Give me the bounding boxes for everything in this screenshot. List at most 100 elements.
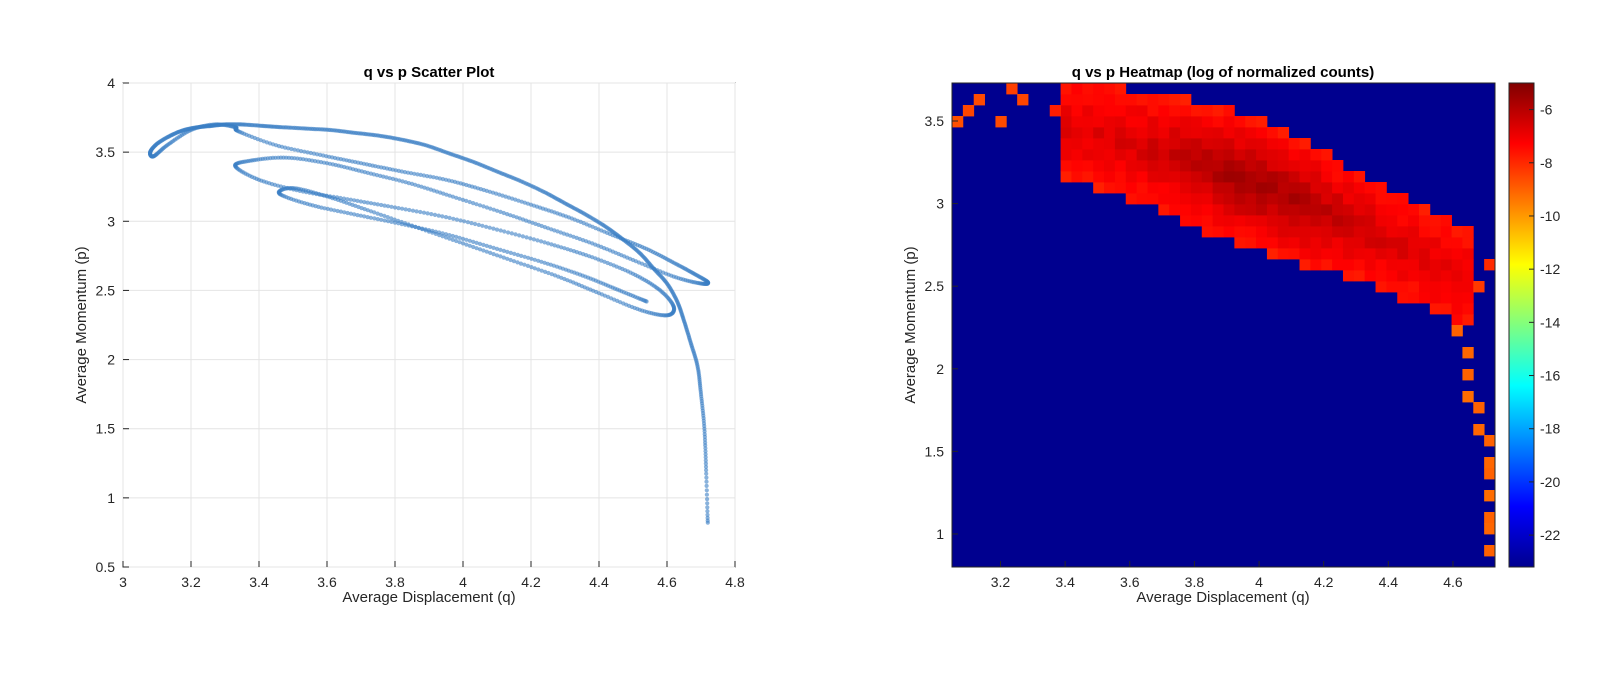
heatmap-cell (1277, 193, 1290, 205)
scatter-point (522, 254, 527, 259)
scatter-point (520, 217, 526, 222)
scatter-point (511, 214, 516, 219)
heatmap-y-tick-label: 2 (936, 361, 944, 377)
heatmap-x-tick-label: 4.6 (1443, 574, 1463, 590)
heatmap-cell (1082, 116, 1094, 128)
heatmap-cell (1169, 182, 1181, 194)
scatter-point (289, 146, 294, 152)
scatter-point (513, 232, 518, 237)
heatmap-frame (951, 82, 1496, 568)
heatmap-cell (1212, 127, 1224, 139)
heatmap-cell (1093, 94, 1105, 106)
scatter-point (403, 180, 408, 185)
scatter-point (308, 150, 313, 156)
scatter-point (494, 191, 499, 196)
heatmap-cell (1266, 204, 1279, 216)
scatter-x-ticks: 3 3.2 3.4 3.6 3.8 4 4.2 4.4 4.6 4.8 (119, 561, 745, 590)
heatmap-cell (1223, 226, 1235, 238)
scatter-point (322, 206, 327, 211)
heatmap-cell (1462, 303, 1474, 315)
scatter-point (501, 255, 506, 260)
heatmap-cell (1397, 292, 1409, 304)
scatter-point (362, 214, 367, 219)
scatter-point (571, 234, 576, 239)
scatter-point (375, 202, 380, 207)
heatmap-cell (1190, 116, 1203, 128)
heatmap-cell (1060, 171, 1072, 183)
scatter-point (358, 213, 363, 218)
scatter-point (454, 238, 459, 244)
scatter-point (352, 198, 357, 203)
heatmap-cell (1223, 105, 1235, 117)
scatter-point (481, 242, 486, 247)
scatter-point (481, 204, 486, 209)
heatmap-y-tick-label: 1.5 (925, 443, 945, 459)
heatmap-cell (1484, 512, 1496, 524)
scatter-points (148, 122, 711, 525)
scatter-point (703, 455, 708, 460)
scatter-point (443, 235, 449, 240)
heatmap-cell (1060, 105, 1072, 117)
heatmap-cell (1256, 237, 1268, 249)
scatter-point (516, 198, 521, 203)
heatmap-cell (1169, 127, 1181, 139)
heatmap-cell (1190, 105, 1203, 117)
heatmap-cell (1256, 204, 1268, 216)
heatmap-cell (1364, 237, 1376, 249)
scatter-point (703, 449, 708, 454)
scatter-point (405, 170, 411, 175)
scatter-point (341, 196, 347, 201)
heatmap-cell (1234, 226, 1246, 238)
scatter-point (508, 257, 513, 263)
scatter-point (498, 254, 503, 259)
heatmap-cell (1234, 237, 1246, 249)
heatmap-cell (952, 116, 964, 128)
scatter-point (389, 204, 394, 209)
scatter-point (460, 236, 466, 241)
scatter-point (705, 515, 710, 521)
heatmap-cell (1408, 226, 1420, 238)
scatter-point (409, 171, 414, 176)
heatmap-cell (1408, 281, 1420, 293)
heatmap-cell (1245, 237, 1257, 249)
scatter-point (436, 213, 441, 218)
heatmap-cell (1136, 171, 1148, 183)
heatmap-cell (995, 116, 1007, 128)
heatmap-cell (1071, 160, 1083, 172)
heatmap-cell (1245, 116, 1257, 128)
scatter-point (378, 173, 383, 178)
heatmap-cell (1462, 248, 1474, 260)
scatter-point (500, 193, 505, 198)
heatmap-cell (1310, 149, 1322, 161)
scatter-point (444, 192, 449, 197)
scatter-point (477, 247, 483, 252)
heatmap-cell (1256, 116, 1268, 128)
heatmap-cell (1071, 149, 1083, 161)
scatter-point (406, 223, 411, 228)
heatmap-cell (1353, 270, 1366, 282)
scatter-plot: 3 3.2 3.4 3.6 3.8 4 4.2 4.4 4.6 4.8 0.511.522.533… (73, 64, 745, 606)
heatmap-cell (1245, 204, 1257, 216)
heatmap-cell (1440, 259, 1452, 271)
scatter-point (392, 205, 398, 210)
scatter-point (535, 238, 540, 243)
heatmap-cell (1060, 94, 1072, 106)
heatmap-cell (1321, 182, 1333, 194)
scatter-x-tick-label: 4.6 (657, 574, 677, 590)
scatter-y-tick-label: 2 (107, 352, 115, 368)
scatter-point (389, 219, 394, 224)
heatmap-cell (1125, 138, 1138, 150)
scatter-point (421, 173, 426, 178)
heatmap-cell (1484, 523, 1496, 535)
heatmap-cell (1180, 204, 1192, 216)
scatter-point (471, 244, 476, 250)
scatter-point (505, 212, 510, 217)
heatmap-cell (1462, 391, 1474, 403)
scatter-point (473, 221, 478, 227)
heatmap-cell (1082, 127, 1094, 139)
heatmap-cell (1473, 424, 1485, 436)
heatmap-cell (1245, 138, 1257, 150)
heatmap-cell (1484, 457, 1496, 469)
heatmap-cell (1125, 149, 1138, 161)
heatmap-cell (1114, 105, 1127, 117)
